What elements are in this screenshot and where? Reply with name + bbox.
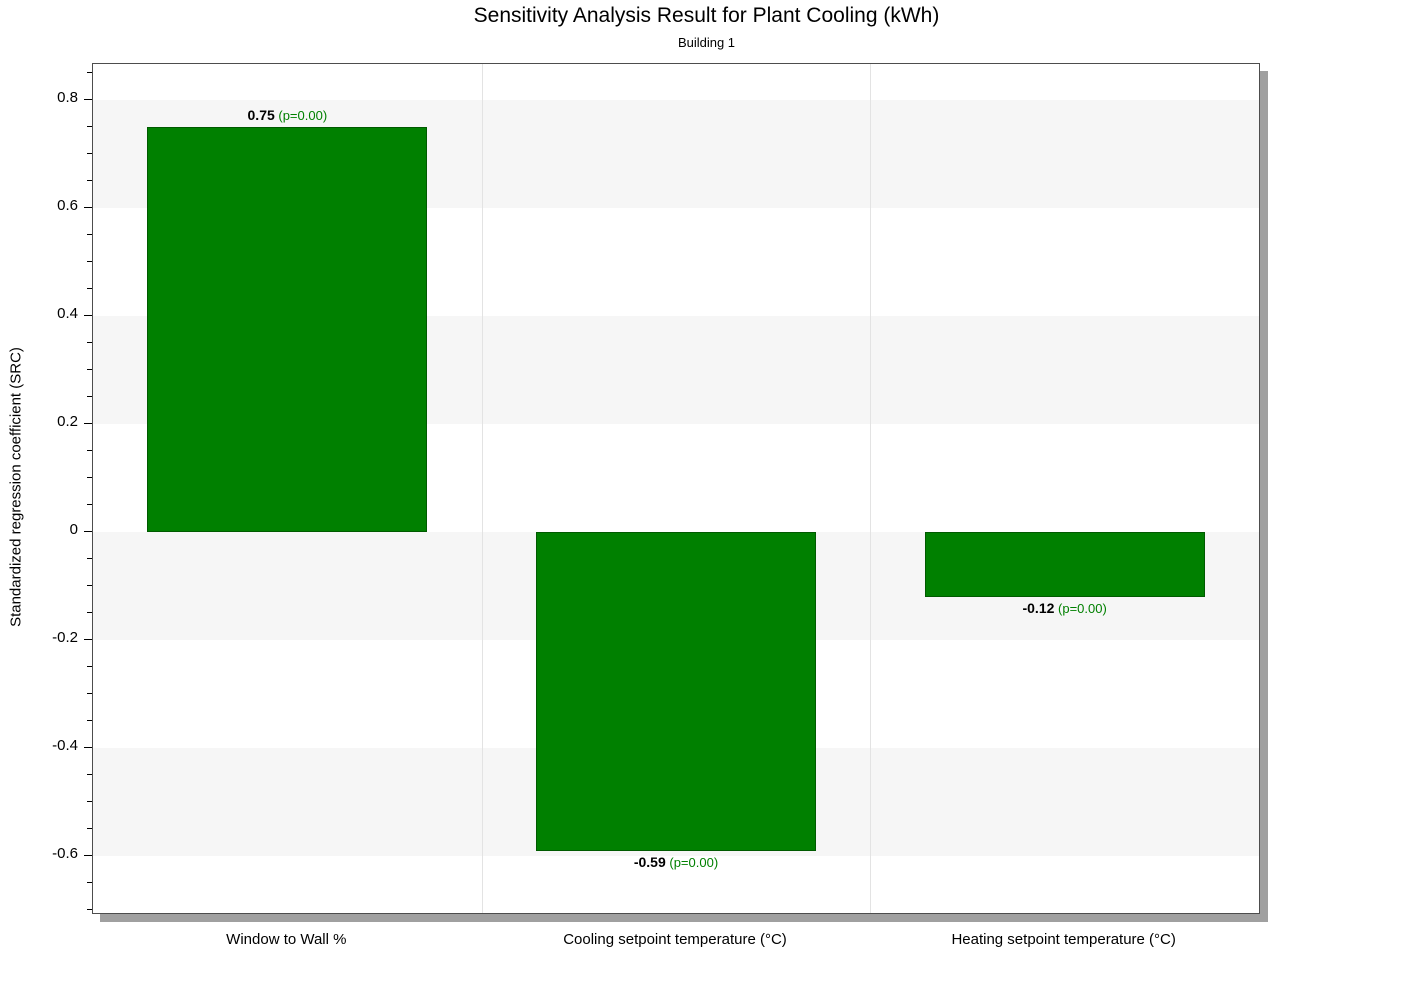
bar — [147, 126, 428, 532]
y-minor-tick — [87, 585, 92, 587]
y-minor-tick — [87, 666, 92, 668]
bar — [924, 532, 1205, 597]
y-major-tick — [84, 855, 92, 857]
y-minor-tick — [87, 152, 92, 154]
plot-area: 0.75 (p=0.00) -0.59 (p=0.00) -0.12 (p=0.00… — [92, 63, 1260, 914]
bar-p-value: (p=0.00) — [1054, 600, 1107, 616]
y-tick-label: 0.6 — [57, 196, 78, 214]
plot-shadow-right — [1260, 71, 1268, 922]
y-minor-tick — [87, 476, 92, 478]
bar-value: -0.12 — [1022, 599, 1055, 616]
category-separator — [482, 64, 483, 913]
y-minor-tick — [87, 693, 92, 695]
y-minor-tick — [87, 287, 92, 289]
bar-value: 0.75 — [247, 106, 275, 123]
y-minor-tick — [87, 612, 92, 614]
bar-p-value: (p=0.00) — [665, 854, 719, 870]
y-major-tick — [84, 531, 92, 532]
bar-value-label: -0.59 (p=0.00) — [476, 854, 876, 870]
y-major-tick — [84, 422, 92, 424]
y-tick-label: 0.4 — [57, 304, 78, 322]
bar-p-value: (p=0.00) — [274, 107, 328, 123]
x-category-label: Window to Wall % — [226, 931, 347, 948]
y-minor-tick — [87, 125, 92, 127]
bar — [536, 532, 816, 851]
bar-value-label: -0.12 (p=0.00) — [865, 599, 1259, 616]
y-minor-tick — [87, 449, 92, 451]
y-minor-tick — [87, 179, 92, 181]
y-tick-label: 0 — [69, 521, 78, 538]
y-tick-label: -0.4 — [52, 737, 78, 755]
y-tick-label: -0.6 — [52, 845, 78, 863]
y-minor-tick — [87, 909, 92, 911]
plot-shadow-bottom — [100, 914, 1260, 922]
y-minor-tick — [87, 233, 92, 235]
y-major-tick — [84, 206, 92, 208]
x-category-label: Cooling setpoint temperature (°C) — [563, 931, 787, 948]
y-minor-tick — [87, 882, 92, 884]
y-minor-tick — [87, 558, 92, 560]
y-major-tick — [84, 314, 92, 316]
y-tick-label: -0.2 — [52, 629, 78, 647]
y-minor-tick — [87, 774, 92, 776]
y-tick-label: 0.2 — [57, 412, 78, 430]
y-minor-tick — [87, 260, 92, 262]
chart-title: Sensitivity Analysis Result for Plant Co… — [473, 4, 940, 27]
y-major-tick — [84, 98, 92, 100]
plot-band — [93, 64, 1259, 100]
y-minor-tick — [87, 828, 92, 830]
y-minor-tick — [87, 801, 92, 803]
y-minor-tick — [87, 368, 92, 370]
y-major-tick — [84, 747, 92, 749]
y-minor-tick — [87, 341, 92, 343]
y-minor-tick — [87, 503, 92, 505]
bar-value: -0.59 — [633, 853, 666, 870]
y-minor-tick — [87, 71, 92, 73]
y-major-tick — [84, 639, 92, 641]
x-category-label: Heating setpoint temperature (°C) — [951, 931, 1176, 948]
chart-subtitle: Building 1 — [677, 35, 736, 50]
category-separator — [870, 64, 871, 913]
y-minor-tick — [87, 720, 92, 722]
y-tick-label: 0.8 — [57, 88, 78, 106]
plot-band — [93, 856, 1259, 913]
bar-value-label: 0.75 (p=0.00) — [93, 106, 487, 123]
y-minor-tick — [87, 395, 92, 397]
y-axis-title: Standardized regression coefficient (SRC… — [7, 347, 25, 627]
